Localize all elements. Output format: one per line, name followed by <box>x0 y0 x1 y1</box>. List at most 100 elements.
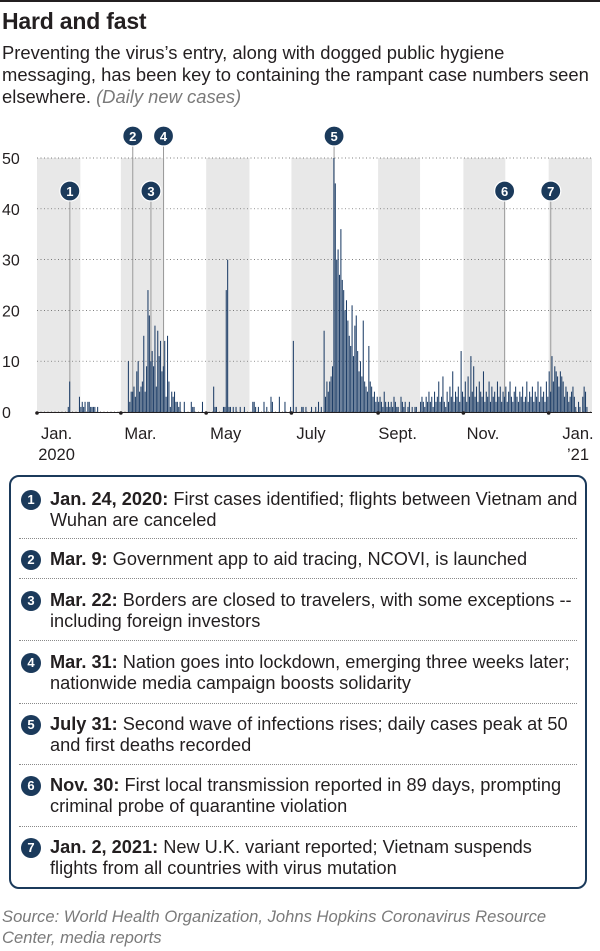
x-tick-label: May <box>210 425 242 443</box>
bar <box>536 396 538 412</box>
bar <box>538 401 540 412</box>
bar <box>572 386 574 412</box>
bar <box>512 401 514 412</box>
bar <box>400 396 402 412</box>
bar <box>396 406 398 412</box>
bar <box>228 406 230 412</box>
bar <box>225 290 227 412</box>
event-description: First local transmission reported in 89 … <box>50 775 562 816</box>
bar <box>162 366 164 412</box>
bar <box>562 381 564 412</box>
bar <box>380 401 382 412</box>
bar <box>450 396 452 412</box>
bar <box>252 401 254 412</box>
bar <box>362 320 364 412</box>
bar <box>232 406 234 412</box>
bar <box>431 396 433 412</box>
bar <box>172 396 174 412</box>
bar <box>403 406 405 412</box>
bar <box>449 386 451 412</box>
bar <box>164 340 166 412</box>
event-marker-label: 4 <box>160 129 168 144</box>
bar <box>341 279 343 412</box>
bar <box>201 401 204 412</box>
bar <box>583 386 585 412</box>
bar <box>373 391 375 412</box>
month-band <box>378 158 421 412</box>
bar <box>503 396 505 412</box>
x-tick-label: Sept. <box>378 425 417 443</box>
bar <box>290 406 292 412</box>
event-item-1: 1 Jan. 24, 2020: First cases identified;… <box>21 489 581 531</box>
bar <box>169 406 171 412</box>
x-tick-mark <box>289 411 294 415</box>
event-text: Mar. 9: Government app to aid tracing, N… <box>50 549 581 570</box>
event-date: Jan. 24, 2020: <box>50 489 169 509</box>
divider <box>19 538 577 539</box>
bar <box>571 391 573 412</box>
bar <box>481 396 483 412</box>
bar <box>344 310 346 412</box>
bar <box>397 406 399 412</box>
bar <box>148 315 150 412</box>
bar <box>150 361 152 412</box>
bar <box>132 391 134 412</box>
bar <box>550 391 552 412</box>
bar <box>509 381 511 412</box>
bar <box>540 386 542 412</box>
bar <box>508 391 510 412</box>
event-badge: 3 <box>21 591 41 611</box>
event-badge: 4 <box>21 653 41 673</box>
bar <box>137 361 139 412</box>
bar <box>179 401 181 412</box>
bar <box>134 396 136 412</box>
bar <box>392 406 394 412</box>
bar <box>386 406 388 412</box>
event-marker-label: 1 <box>66 184 73 199</box>
bar <box>78 396 80 412</box>
event-description: New U.K. variant reported; Vietnam suspe… <box>50 837 532 878</box>
bar <box>84 401 86 412</box>
event-badge: 1 <box>21 490 41 510</box>
bar <box>83 406 85 412</box>
bar <box>193 406 195 412</box>
bar <box>489 401 491 412</box>
bar <box>333 158 335 412</box>
bar <box>348 335 350 412</box>
bar <box>222 406 224 412</box>
bar <box>136 371 138 412</box>
bar <box>243 406 245 412</box>
event-date: July 31: <box>50 714 118 734</box>
event-description: Borders are closed to travelers, with so… <box>50 590 572 631</box>
y-tick-label: 10 <box>2 354 20 371</box>
bar <box>408 401 410 412</box>
bar <box>317 401 320 412</box>
bar <box>522 386 524 412</box>
bar <box>239 406 241 412</box>
bar <box>547 396 549 412</box>
x-tick-mark <box>461 411 466 415</box>
bar <box>129 401 131 412</box>
bar <box>154 325 156 412</box>
bar <box>579 406 581 412</box>
bar <box>513 391 515 412</box>
bar <box>167 335 169 412</box>
bar <box>255 406 257 412</box>
bar <box>477 401 479 412</box>
bar <box>376 396 378 412</box>
bar <box>371 386 373 412</box>
bar <box>586 406 588 412</box>
bar <box>92 406 94 412</box>
x-tick-sublabel: 2020 <box>38 446 75 464</box>
event-marker <box>140 180 162 202</box>
bar <box>389 406 391 412</box>
bar <box>434 391 436 412</box>
bar <box>158 356 160 412</box>
bar <box>529 391 531 412</box>
bar <box>139 391 141 412</box>
subtitle-text: Preventing the virus’s entry, along with… <box>2 42 589 107</box>
bar <box>566 391 568 412</box>
bar <box>554 366 556 412</box>
bar <box>415 406 417 412</box>
event-text: Mar. 22: Borders are closed to travelers… <box>50 590 581 632</box>
